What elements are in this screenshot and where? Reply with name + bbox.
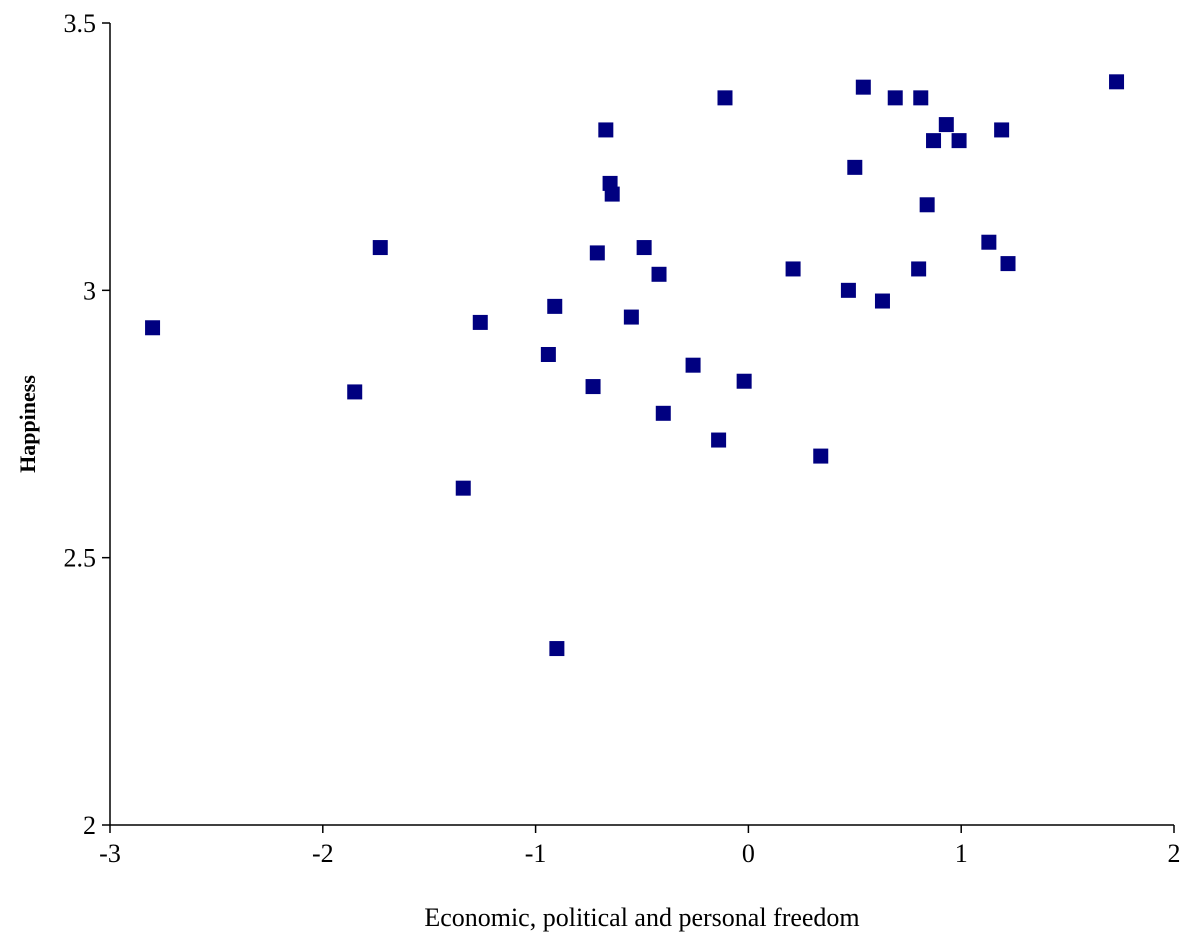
data-point — [1109, 74, 1125, 90]
y-tick-label: 3.5 — [64, 9, 97, 38]
data-point — [994, 122, 1010, 138]
data-point — [926, 133, 942, 149]
y-tick-label: 2 — [83, 811, 96, 840]
data-point — [655, 405, 671, 421]
data-point — [585, 379, 601, 395]
data-point — [711, 432, 727, 448]
data-point — [636, 240, 652, 256]
x-tick-label: -1 — [525, 839, 547, 868]
y-axis-title: Happiness — [15, 375, 40, 473]
data-point — [589, 245, 605, 261]
data-point — [547, 298, 563, 314]
data-point — [651, 266, 667, 282]
data-point — [981, 234, 997, 250]
data-point — [685, 357, 701, 373]
data-point — [855, 79, 871, 95]
data-point — [887, 90, 903, 106]
data-point — [874, 293, 890, 309]
data-point — [1000, 256, 1016, 272]
data-point — [951, 133, 967, 149]
data-point — [913, 90, 929, 106]
x-tick-label: 0 — [742, 839, 755, 868]
chart-axes — [109, 23, 1174, 826]
data-point — [785, 261, 801, 277]
data-point — [736, 373, 752, 389]
x-tick-label: 1 — [955, 839, 968, 868]
data-point — [623, 309, 639, 325]
data-point — [919, 197, 935, 213]
data-point — [840, 282, 856, 298]
x-axis-ticks: -3 -2 -1 0 1 2 — [99, 825, 1181, 868]
y-axis-ticks: 2 2.5 3 3.5 — [64, 9, 110, 840]
data-point — [347, 384, 363, 400]
data-point — [372, 240, 388, 256]
data-point — [813, 448, 829, 464]
data-point — [717, 90, 733, 106]
x-tick-label: -2 — [312, 839, 334, 868]
data-point — [847, 159, 863, 175]
data-point — [145, 320, 161, 336]
x-tick-label: -3 — [99, 839, 121, 868]
data-point — [549, 641, 565, 657]
data-point — [911, 261, 927, 277]
data-point — [472, 314, 488, 330]
data-point — [598, 122, 614, 138]
data-point — [938, 117, 954, 133]
y-tick-label: 2.5 — [64, 544, 97, 573]
y-tick-label: 3 — [83, 276, 96, 305]
x-tick-label: 2 — [1168, 839, 1181, 868]
data-point — [604, 186, 620, 202]
data-point — [540, 346, 556, 362]
data-points — [145, 74, 1125, 657]
data-point — [455, 480, 471, 496]
x-axis-title: Economic, political and personal freedom — [424, 903, 859, 932]
